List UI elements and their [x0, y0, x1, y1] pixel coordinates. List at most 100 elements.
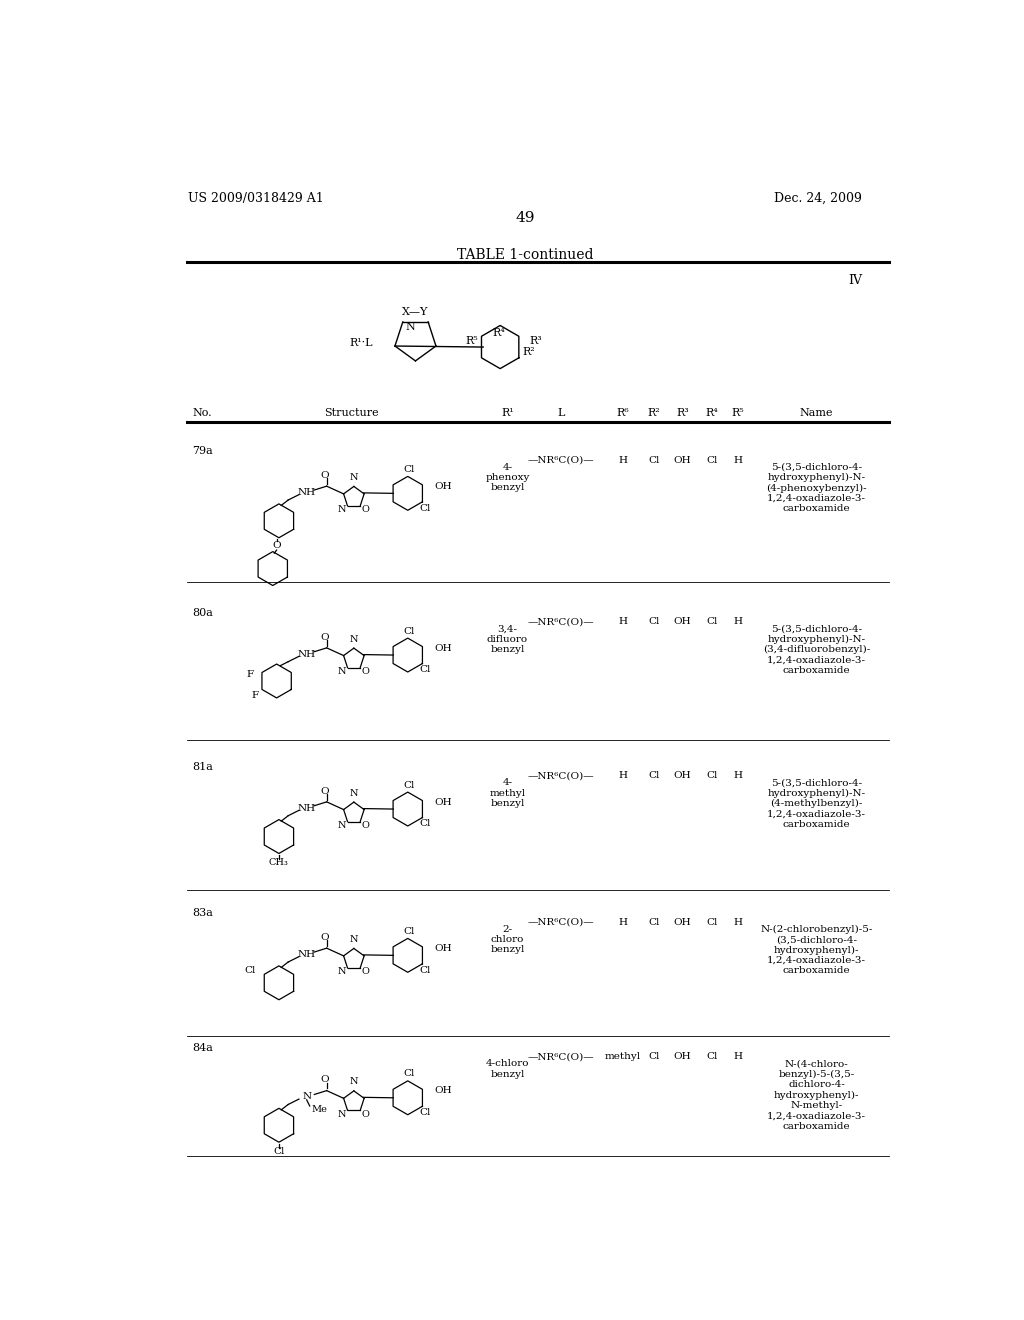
- Text: R¹·L: R¹·L: [349, 338, 373, 348]
- Text: N: N: [349, 935, 358, 944]
- Text: OH: OH: [674, 771, 691, 780]
- Text: Cl: Cl: [648, 771, 659, 780]
- Text: N: N: [349, 1077, 358, 1086]
- Text: 2-
chloro
benzyl: 2- chloro benzyl: [490, 924, 524, 954]
- Text: 5-(3,5-dichloro-4-
hydroxyphenyl)-N-
(4-methylbenzyl)-
1,2,4-oxadiazole-3-
carbo: 5-(3,5-dichloro-4- hydroxyphenyl)-N- (4-…: [767, 779, 866, 829]
- Text: Cl: Cl: [420, 504, 431, 512]
- Text: 4-chloro
benzyl: 4-chloro benzyl: [485, 1059, 529, 1078]
- Text: Name: Name: [800, 408, 834, 417]
- Text: Cl: Cl: [420, 1109, 431, 1117]
- Text: Cl: Cl: [420, 966, 431, 974]
- Text: Cl: Cl: [245, 966, 256, 975]
- Text: NH: NH: [298, 649, 315, 659]
- Text: O: O: [321, 933, 330, 942]
- Text: —NR⁶C(O)—: —NR⁶C(O)—: [527, 917, 594, 927]
- Text: 5-(3,5-dichloro-4-
hydroxyphenyl)-N-
(3,4-difluorobenzyl)-
1,2,4-oxadiazole-3-
c: 5-(3,5-dichloro-4- hydroxyphenyl)-N- (3,…: [763, 624, 870, 675]
- Text: Me: Me: [311, 1105, 327, 1114]
- Text: 83a: 83a: [193, 908, 213, 917]
- Text: X—Y: X—Y: [402, 306, 429, 317]
- Text: US 2009/0318429 A1: US 2009/0318429 A1: [188, 191, 324, 205]
- Text: N: N: [338, 506, 346, 515]
- Text: 79a: 79a: [193, 446, 213, 455]
- Text: R⁶: R⁶: [616, 408, 629, 417]
- Text: 49: 49: [515, 211, 535, 226]
- Text: O: O: [361, 506, 370, 515]
- Text: 4-
phenoxy
benzyl: 4- phenoxy benzyl: [485, 462, 529, 492]
- Text: O: O: [321, 471, 330, 480]
- Text: NH: NH: [298, 804, 315, 813]
- Text: Cl: Cl: [706, 455, 718, 465]
- Text: OH: OH: [434, 797, 452, 807]
- Text: Cl: Cl: [648, 917, 659, 927]
- Text: —NR⁶C(O)—: —NR⁶C(O)—: [527, 618, 594, 627]
- Text: methyl: methyl: [604, 1052, 641, 1061]
- Text: OH: OH: [674, 917, 691, 927]
- Text: R⁴: R⁴: [493, 329, 505, 338]
- Text: N: N: [338, 667, 346, 676]
- Text: 5-(3,5-dichloro-4-
hydroxyphenyl)-N-
(4-phenoxybenzyl)-
1,2,4-oxadiazole-3-
carb: 5-(3,5-dichloro-4- hydroxyphenyl)-N- (4-…: [766, 462, 867, 513]
- Text: R²: R²: [522, 347, 536, 356]
- Text: N: N: [338, 821, 346, 830]
- Text: Cl: Cl: [403, 1069, 415, 1078]
- Text: OH: OH: [674, 618, 691, 627]
- Text: H: H: [733, 771, 742, 780]
- Text: OH: OH: [674, 455, 691, 465]
- Text: Cl: Cl: [403, 927, 415, 936]
- Text: 4-
methyl
benzyl: 4- methyl benzyl: [489, 779, 525, 808]
- Text: R⁵: R⁵: [465, 335, 477, 346]
- Text: —NR⁶C(O)—: —NR⁶C(O)—: [527, 1052, 594, 1061]
- Text: H: H: [618, 771, 627, 780]
- Text: Cl: Cl: [706, 618, 718, 627]
- Text: H: H: [618, 618, 627, 627]
- Text: CH₃: CH₃: [269, 858, 289, 867]
- Text: O: O: [361, 821, 370, 830]
- Text: L: L: [557, 408, 565, 417]
- Text: No.: No.: [193, 408, 212, 417]
- Text: OH: OH: [434, 482, 452, 491]
- Text: 3,4-
difluoro
benzyl: 3,4- difluoro benzyl: [486, 624, 528, 653]
- Text: H: H: [733, 455, 742, 465]
- Text: O: O: [321, 1076, 330, 1084]
- Text: Cl: Cl: [273, 1147, 285, 1156]
- Text: Cl: Cl: [420, 665, 431, 675]
- Text: H: H: [733, 1052, 742, 1061]
- Text: R⁵: R⁵: [731, 408, 744, 417]
- Text: H: H: [618, 917, 627, 927]
- Text: 84a: 84a: [193, 1043, 213, 1053]
- Text: 81a: 81a: [193, 762, 213, 772]
- Text: 80a: 80a: [193, 607, 213, 618]
- Text: N: N: [349, 635, 358, 644]
- Text: Cl: Cl: [706, 771, 718, 780]
- Text: R¹: R¹: [501, 408, 514, 417]
- Text: N-(2-chlorobenzyl)-5-
(3,5-dichloro-4-
hydroxyphenyl)-
1,2,4-oxadiazole-3-
carbo: N-(2-chlorobenzyl)-5- (3,5-dichloro-4- h…: [761, 924, 872, 975]
- Text: TABLE 1-continued: TABLE 1-continued: [457, 248, 593, 261]
- Text: NH: NH: [298, 950, 315, 958]
- Text: Cl: Cl: [648, 455, 659, 465]
- Text: R³: R³: [529, 335, 542, 346]
- Text: —NR⁶C(O)—: —NR⁶C(O)—: [527, 455, 594, 465]
- Text: OH: OH: [434, 944, 452, 953]
- Text: Cl: Cl: [706, 917, 718, 927]
- Text: Dec. 24, 2009: Dec. 24, 2009: [774, 191, 862, 205]
- Text: —NR⁶C(O)—: —NR⁶C(O)—: [527, 771, 594, 780]
- Text: IV: IV: [848, 273, 862, 286]
- Text: H: H: [733, 618, 742, 627]
- Text: N: N: [349, 788, 358, 797]
- Text: H: H: [733, 917, 742, 927]
- Text: N: N: [338, 1110, 346, 1119]
- Text: O: O: [272, 541, 281, 550]
- Text: NH: NH: [298, 488, 315, 496]
- Text: H: H: [618, 455, 627, 465]
- Text: O: O: [361, 667, 370, 676]
- Text: O: O: [321, 787, 330, 796]
- Text: Cl: Cl: [648, 1052, 659, 1061]
- Text: OH: OH: [434, 1086, 452, 1096]
- Text: N: N: [349, 473, 358, 482]
- Text: O: O: [361, 968, 370, 977]
- Text: OH: OH: [434, 644, 452, 652]
- Text: Cl: Cl: [403, 780, 415, 789]
- Text: Structure: Structure: [324, 408, 379, 417]
- Text: N-(4-chloro-
benzyl)-5-(3,5-
dichloro-4-
hydroxyphenyl)-
N-methyl-
1,2,4-oxadiaz: N-(4-chloro- benzyl)-5-(3,5- dichloro-4-…: [767, 1059, 866, 1131]
- Text: R²: R²: [648, 408, 660, 417]
- Text: O: O: [321, 632, 330, 642]
